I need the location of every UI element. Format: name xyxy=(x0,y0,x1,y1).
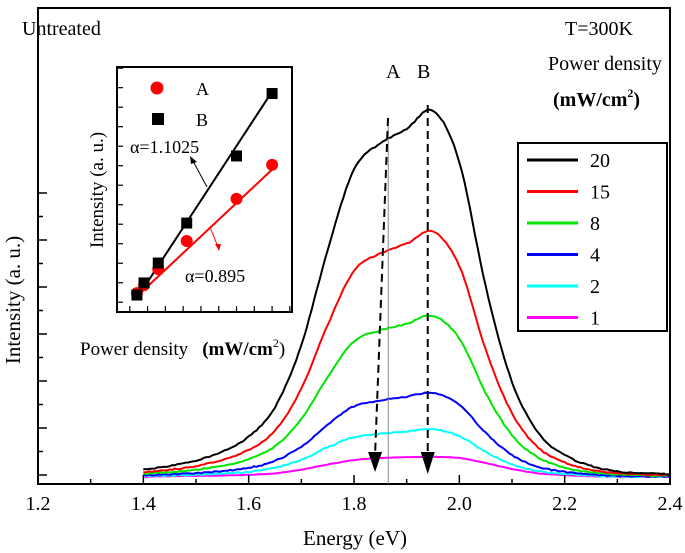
inset-legend-a: A xyxy=(196,79,209,99)
inset-point-B xyxy=(181,218,192,229)
x-tick-label: 1.8 xyxy=(342,493,367,515)
peak-a-arrow-icon xyxy=(368,452,382,472)
inset-point-B xyxy=(131,290,142,301)
inset-point-B xyxy=(139,277,150,288)
peak-b-label: B xyxy=(417,61,430,83)
legend-label-8: 8 xyxy=(590,213,600,235)
inset-point-B xyxy=(267,88,278,99)
y-axis-label: Intensity (a. u.) xyxy=(1,236,25,364)
inset-point-B xyxy=(153,258,164,269)
legend: 20 15 8 4 2 1 xyxy=(518,143,667,331)
x-tick-label: 1.2 xyxy=(26,493,51,515)
x-tick-label: 2.0 xyxy=(447,493,472,515)
legend-title: Power density xyxy=(548,53,662,75)
x-axis-label: Energy (eV) xyxy=(303,526,407,550)
inset-point-A xyxy=(231,193,243,205)
legend-unit: (mW/cm2) xyxy=(553,86,640,111)
inset-y-label: Intensity (a. u.) xyxy=(87,132,108,248)
temperature-label: T=300K xyxy=(565,18,633,40)
peak-a-label: A xyxy=(386,61,401,83)
x-tick-label: 1.6 xyxy=(236,493,261,515)
legend-label-20: 20 xyxy=(590,150,610,172)
x-tick-label: 2.2 xyxy=(552,493,577,515)
legend-label-1: 1 xyxy=(590,308,600,330)
x-tick-label: 1.4 xyxy=(131,493,156,515)
peak-a-dashed-line xyxy=(375,118,388,455)
inset-legend-b: B xyxy=(196,110,208,130)
alpha-b-label: α=1.1025 xyxy=(130,137,199,157)
inset-point-A xyxy=(181,235,193,247)
inset-point-A xyxy=(266,159,278,171)
inset-chart: Intensity (a. u.) Power density (mW/cm2) … xyxy=(80,67,292,360)
alpha-a-label: α=0.895 xyxy=(185,266,245,286)
inset-legend-marker-b xyxy=(152,113,164,125)
inset-legend-marker-a xyxy=(151,82,164,95)
sample-label: Untreated xyxy=(22,18,101,40)
legend-label-15: 15 xyxy=(590,182,610,204)
peak-b-arrow-icon xyxy=(421,452,435,474)
series-4-curve xyxy=(143,393,670,477)
legend-label-2: 2 xyxy=(590,276,600,298)
legend-label-4: 4 xyxy=(590,245,600,267)
inset-x-label: Power density (mW/cm2) xyxy=(80,336,285,360)
inset-point-B xyxy=(231,150,242,161)
x-tick-label: 2.4 xyxy=(658,493,683,515)
